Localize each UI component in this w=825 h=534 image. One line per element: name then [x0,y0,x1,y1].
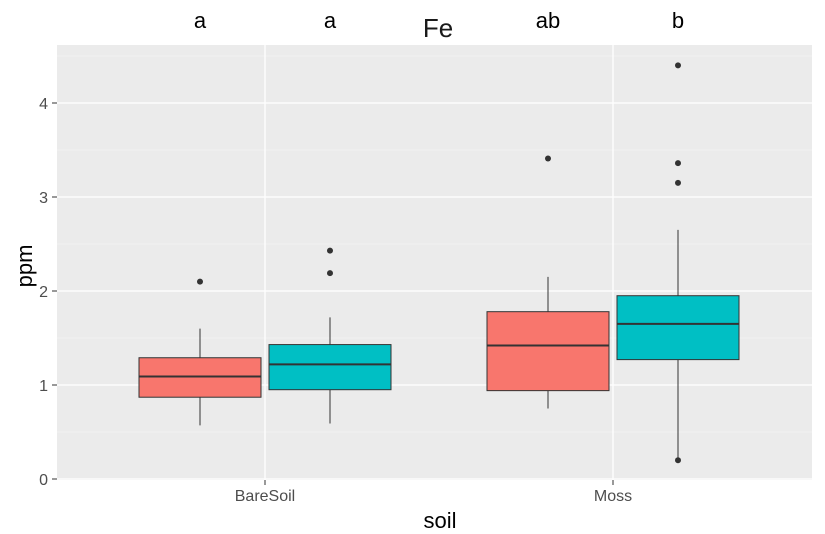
chart-title: Fe [423,13,453,43]
y-tick-label: 4 [39,96,48,113]
significance-letters: a a ab b [194,8,684,33]
outlier-point [197,278,203,285]
outlier-point [545,155,551,162]
box-baresoil-0 [138,278,262,426]
iqr-box [486,311,610,392]
y-tick-label: 0 [39,472,48,489]
boxes-layer [138,62,740,464]
significance-letter: ab [536,8,560,33]
plot-panel [57,45,812,480]
box-baresoil-1 [268,247,392,424]
y-axis-label: ppm [12,245,37,288]
x-tick-label: Moss [594,488,632,505]
y-tick-label: 2 [39,284,48,301]
iqr-box [268,344,392,391]
x-tick-label: BareSoil [235,488,295,505]
box-moss-1 [616,62,740,464]
significance-letter: b [672,8,684,33]
x-axis-label: soil [423,508,456,533]
outlier-point [327,270,333,277]
outlier-point [675,179,681,186]
outlier-point [327,247,333,254]
box-moss-0 [486,155,610,409]
outlier-point [675,62,681,69]
y-tick-label: 3 [39,190,48,207]
outlier-point [675,457,681,464]
significance-letter: a [194,8,207,33]
y-axis-ticks: 0 1 2 3 4 [39,96,57,489]
significance-letter: a [324,8,337,33]
y-tick-label: 1 [39,378,48,395]
x-axis-ticks: BareSoil Moss [235,480,632,505]
outlier-point [675,160,681,167]
iqr-box [616,295,740,361]
